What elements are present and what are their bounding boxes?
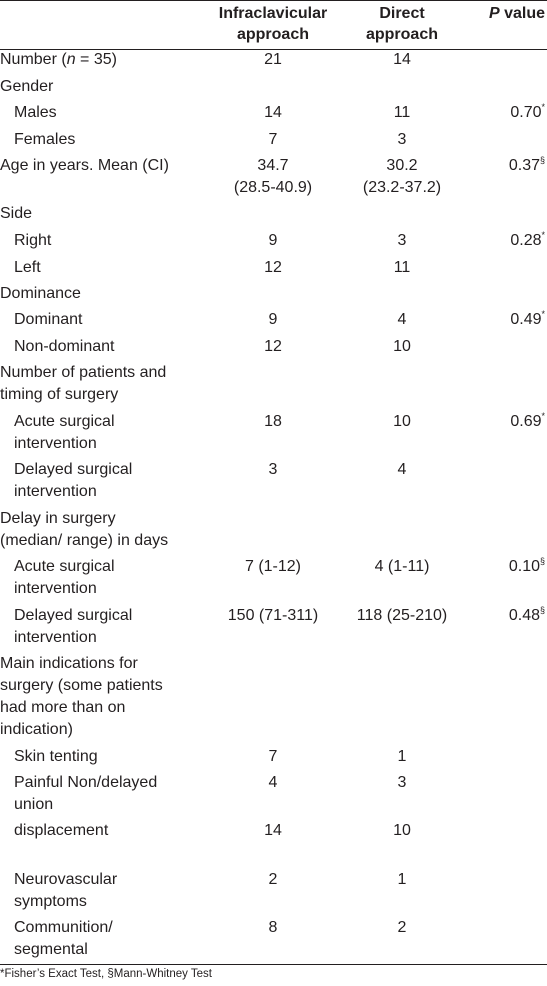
- row-delayed1-direct: 4: [397, 461, 407, 478]
- row-number-direct: 14: [393, 51, 411, 68]
- row-delayed1-infra: 3: [268, 461, 278, 478]
- row-number-infra: 21: [264, 51, 282, 68]
- row-right-direct: 3: [397, 232, 407, 249]
- row-acute1-label: Acute surgical intervention: [14, 413, 115, 452]
- row-number-label: Number (n = 35): [0, 51, 117, 68]
- row-dominance-label: Dominance: [0, 285, 81, 302]
- row-acute2-direct: 4 (1-11): [374, 558, 430, 575]
- header-rule: [0, 49, 547, 50]
- row-neuro-infra: 2: [268, 871, 278, 888]
- bottom-rule: [0, 964, 547, 965]
- row-painful-direct: 3: [397, 774, 407, 791]
- row-skin-label: Skin tenting: [14, 748, 98, 765]
- row-age-direct: 30.2 (23.2-37.2): [362, 157, 442, 196]
- header-p-value: P value: [488, 5, 545, 22]
- row-acute1-infra: 18: [264, 413, 282, 430]
- row-delayed2-infra: 150 (71-311): [227, 607, 319, 624]
- row-females-direct: 3: [397, 131, 407, 148]
- row-dominant-p: 0.49*: [510, 309, 545, 329]
- row-delayed1-label: Delayed surgical intervention: [14, 461, 133, 500]
- row-gender-label: Gender: [0, 78, 54, 95]
- footnote: *Fisher’s Exact Test, §Mann-Whitney Test: [0, 968, 212, 980]
- row-delayed2-label: Delayed surgical intervention: [14, 607, 133, 646]
- top-rule: [0, 0, 547, 1]
- row-acute2-p: 0.10§: [508, 556, 545, 576]
- row-males-infra: 14: [264, 104, 282, 121]
- row-left-label: Left: [14, 259, 41, 276]
- row-displacement-label: displacement: [14, 822, 109, 839]
- row-nondominant-direct: 10: [393, 338, 411, 355]
- row-displacement-infra: 14: [264, 822, 282, 839]
- row-delayed2-p: 0.48§: [508, 605, 545, 625]
- row-age-p: 0.37§: [508, 155, 545, 175]
- row-comm-direct: 2: [397, 919, 407, 936]
- row-comm-infra: 8: [268, 919, 278, 936]
- header-direct: Direct approach: [365, 5, 438, 43]
- row-dominant-label: Dominant: [14, 311, 83, 328]
- row-delayed2-direct: 118 (25-210): [356, 607, 448, 624]
- row-side-label: Side: [0, 205, 33, 222]
- row-males-p: 0.70*: [510, 102, 545, 122]
- row-dominant-infra: 9: [268, 311, 278, 328]
- row-skin-infra: 7: [268, 748, 278, 765]
- row-displacement-direct: 10: [393, 822, 411, 839]
- row-timing-label: Number of patients and timing of surgery: [0, 364, 167, 403]
- row-right-p: 0.28*: [510, 230, 545, 250]
- row-right-infra: 9: [268, 232, 278, 249]
- row-neuro-direct: 1: [397, 871, 407, 888]
- row-nondominant-label: Non-dominant: [14, 338, 115, 355]
- row-skin-direct: 1: [397, 748, 407, 765]
- row-left-direct: 11: [393, 259, 411, 276]
- row-acute1-p: 0.69*: [510, 411, 545, 431]
- row-comm-label: Communition/segmental: [14, 919, 113, 958]
- row-delay-label: Delay in surgery (median/ range) in days: [0, 510, 169, 549]
- row-acute2-label: Acute surgical intervention: [14, 558, 115, 597]
- row-acute2-infra: 7 (1-12): [244, 558, 302, 575]
- row-males-direct: 11: [393, 104, 411, 121]
- header-infraclavicular: Infraclavicular approach: [218, 5, 328, 43]
- row-right-label: Right: [14, 232, 52, 249]
- row-left-infra: 12: [264, 259, 282, 276]
- row-nondominant-infra: 12: [264, 338, 282, 355]
- row-females-label: Females: [14, 131, 76, 148]
- row-neuro-label: Neurovascular symptoms: [14, 871, 118, 910]
- row-painful-infra: 4: [268, 774, 278, 791]
- row-males-label: Males: [14, 104, 57, 121]
- row-dominant-direct: 4: [397, 311, 407, 328]
- row-age-infra: 34.7 (28.5-40.9): [233, 157, 313, 196]
- row-indications-label: Main indications for surgery (some patien…: [0, 655, 163, 738]
- row-painful-label: Painful Non/delayed union: [14, 774, 158, 813]
- row-acute1-direct: 10: [393, 413, 411, 430]
- row-females-infra: 7: [268, 131, 278, 148]
- row-age-label: Age in years. Mean (CI): [0, 157, 169, 174]
